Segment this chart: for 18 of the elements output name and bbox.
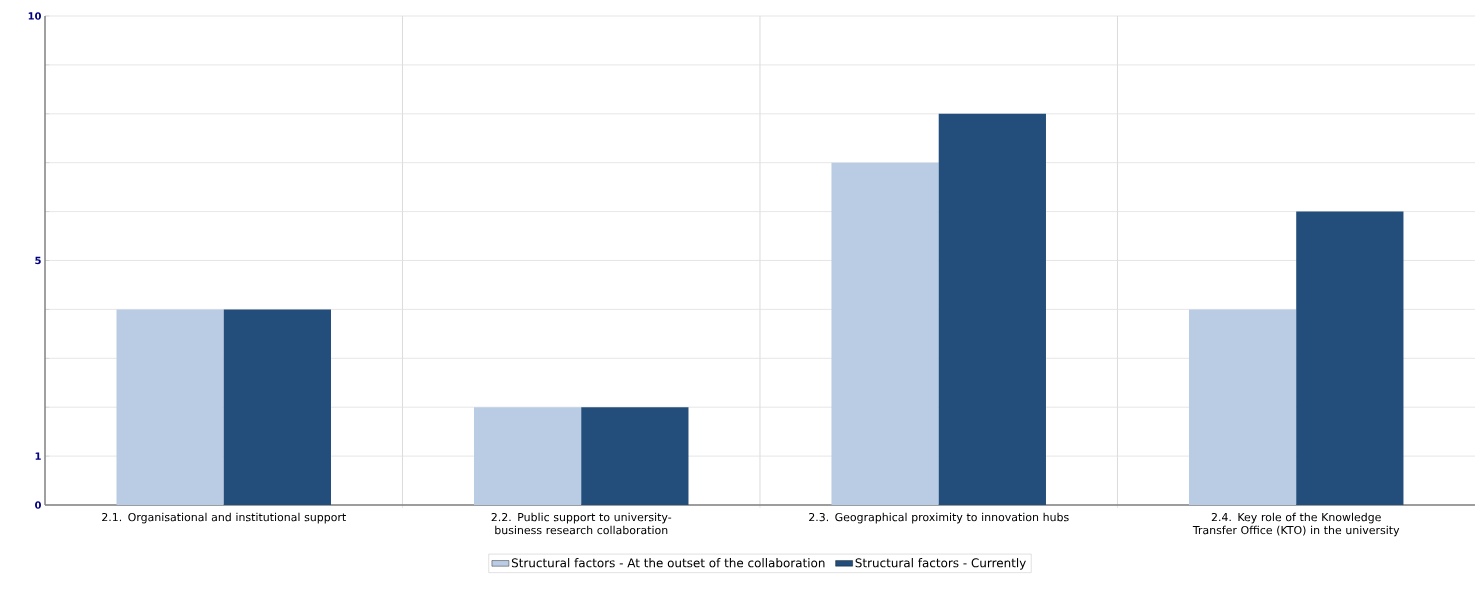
- y-tick-label: 0: [35, 501, 41, 509]
- bar: [938, 113, 1046, 505]
- x-tick-label: 2.1. Organisational and institutional support: [102, 512, 346, 524]
- bar: [581, 407, 689, 505]
- bar: [831, 162, 939, 505]
- bar: [1296, 211, 1404, 505]
- bar: [1188, 309, 1297, 505]
- legend-label: Structural factors - Currently: [855, 558, 1026, 570]
- x-tick-label: 2.2. Public support to university-business research collaboration: [491, 512, 672, 535]
- bar: [473, 407, 582, 505]
- legend-label: Structural factors - At the outset of the collaboration: [511, 558, 825, 568]
- x-tick-label: 2.3. Geographical proximity to innovation hubs: [809, 512, 1069, 524]
- x-tick-label: 2.4. Key role of the Knowledge Transfer Office (KTO) in the university: [1192, 512, 1400, 537]
- bar: [223, 309, 331, 505]
- y-tick-label: 5: [35, 256, 41, 265]
- bar: [116, 309, 224, 505]
- y-tick-label: 10: [28, 12, 41, 20]
- y-tick-label: 1: [35, 452, 41, 460]
